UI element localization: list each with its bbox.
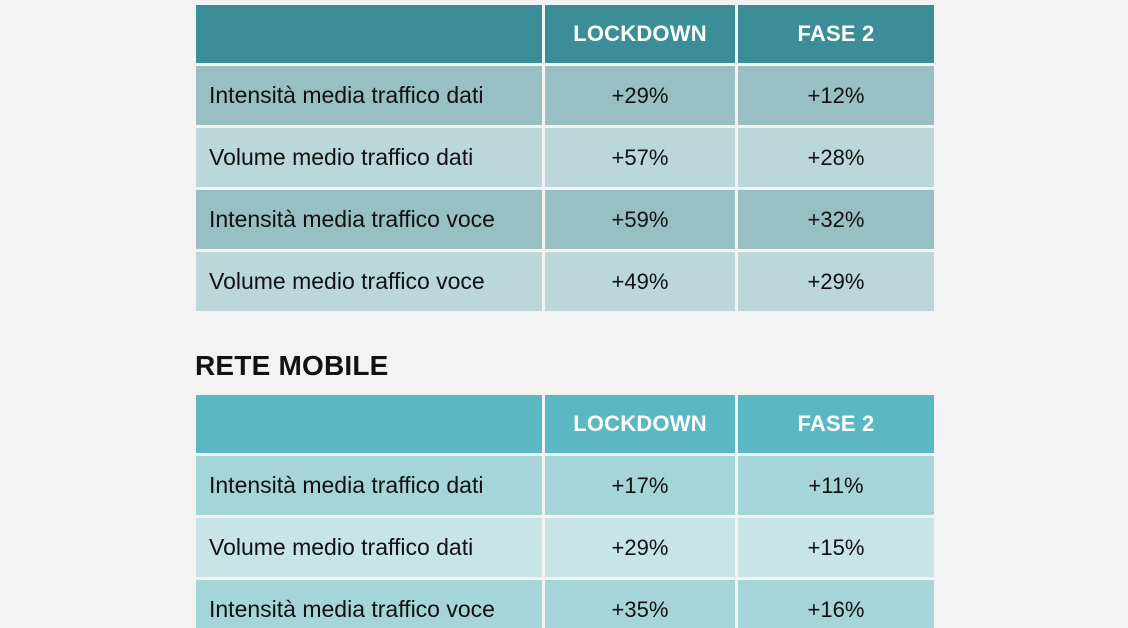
fase2-value: +12% (738, 66, 934, 125)
table-row: Intensità media traffico dati +17% +11% (196, 456, 934, 515)
lockdown-value: +57% (545, 128, 735, 187)
fase2-value: +29% (738, 252, 934, 311)
header-lockdown: LOCKDOWN (545, 5, 735, 63)
lockdown-value: +35% (545, 580, 735, 628)
table-row: Intensità media traffico voce +35% +16% (196, 580, 934, 628)
table-header-row: LOCKDOWN FASE 2 (196, 5, 934, 63)
header-lockdown: LOCKDOWN (545, 395, 735, 453)
table-row: Volume medio traffico voce +49% +29% (196, 252, 934, 311)
fase2-value: +16% (738, 580, 934, 628)
row-label: Volume medio traffico dati (196, 128, 542, 187)
header-fase2: FASE 2 (738, 395, 934, 453)
table-row: Intensità media traffico dati +29% +12% (196, 66, 934, 125)
row-label: Intensità media traffico voce (196, 190, 542, 249)
table-row: Volume medio traffico dati +29% +15% (196, 518, 934, 577)
lockdown-value: +29% (545, 518, 735, 577)
mobile-network-table: LOCKDOWN FASE 2 Intensità media traffico… (193, 392, 937, 628)
row-label: Volume medio traffico voce (196, 252, 542, 311)
lockdown-value: +17% (545, 456, 735, 515)
row-label: Intensità media traffico voce (196, 580, 542, 628)
fase2-value: +11% (738, 456, 934, 515)
lockdown-value: +49% (545, 252, 735, 311)
table-row: Intensità media traffico voce +59% +32% (196, 190, 934, 249)
row-label: Intensità media traffico dati (196, 66, 542, 125)
row-label: Intensità media traffico dati (196, 456, 542, 515)
section-title-mobile: RETE MOBILE (195, 350, 389, 381)
fase2-value: +15% (738, 518, 934, 577)
fase2-value: +32% (738, 190, 934, 249)
table-row: Volume medio traffico dati +57% +28% (196, 128, 934, 187)
lockdown-value: +29% (545, 66, 735, 125)
header-label-cell (196, 395, 542, 453)
table-header-row: LOCKDOWN FASE 2 (196, 395, 934, 453)
fixed-network-table: LOCKDOWN FASE 2 Intensità media traffico… (193, 2, 937, 314)
fase2-value: +28% (738, 128, 934, 187)
header-label-cell (196, 5, 542, 63)
lockdown-value: +59% (545, 190, 735, 249)
header-fase2: FASE 2 (738, 5, 934, 63)
row-label: Volume medio traffico dati (196, 518, 542, 577)
